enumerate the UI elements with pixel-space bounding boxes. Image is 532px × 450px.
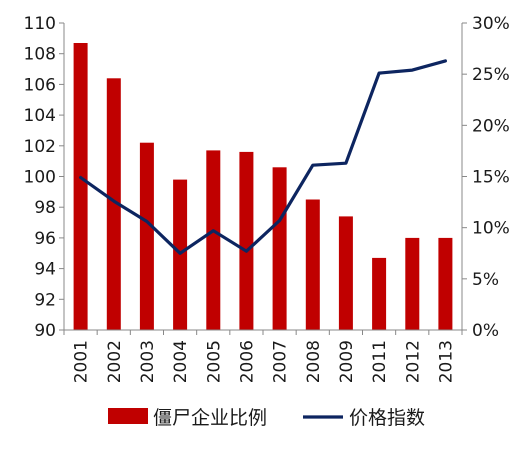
bar-2011 [372,257,387,330]
right-tick-label-0%: 0% [472,321,499,341]
left-tick-label-94: 94 [34,260,56,280]
right-axis-ticks: 0% 5% 10% 15% 20% 25% 30% [462,14,510,341]
line-series [78,59,447,255]
left-tick-label-90: 90 [34,321,56,341]
left-tick-label-106: 106 [24,75,56,95]
bar-2006 [239,151,254,330]
x-label-2012: 2012 [403,340,423,383]
bar-2007 [272,167,287,330]
x-label-2007: 2007 [271,340,291,383]
bar-series [73,43,453,330]
left-tick-label-102: 102 [24,137,56,157]
bar-2013 [438,237,453,330]
x-label-2001: 2001 [72,340,92,383]
left-tick-label-98: 98 [34,198,56,218]
right-tick-label-30%: 30% [472,14,510,34]
right-tick-label-20%: 20% [472,116,510,136]
bar-2001 [73,43,88,330]
price-index-line [78,59,447,255]
x-label-2011: 2011 [370,340,390,383]
bar-2012 [405,237,420,330]
legend: 僵尸企业比例 价格指数 [108,407,425,429]
right-tick-label-25%: 25% [472,65,510,85]
bar-2003 [139,142,154,330]
x-axis-labels: 2001 2002 2003 2004 2005 2006 2007 2008 2009 2011… [63,330,463,383]
legend-bar-swatch [108,408,148,424]
right-tick-label-15%: 15% [472,168,510,188]
left-tick-label-108: 108 [24,45,56,65]
x-label-2006: 2006 [237,340,257,383]
bar-2005 [206,150,221,330]
left-tick-label-104: 104 [24,106,56,126]
right-tick-label-10%: 10% [472,219,510,239]
left-tick-label-96: 96 [34,229,56,249]
bar-2008 [305,199,320,330]
left-tick-label-92: 92 [34,290,56,310]
left-axis-ticks: 90 92 94 96 98 100 102 104 106 108 110 [24,14,64,341]
bar-2002 [106,78,121,330]
legend-line-label: 价格指数 [349,407,425,429]
left-tick-label-100: 100 [24,168,56,188]
left-tick-label-110: 110 [24,14,56,34]
x-label-2005: 2005 [204,340,224,383]
x-label-2009: 2009 [337,340,357,383]
x-label-2004: 2004 [171,340,191,383]
legend-bar-label: 僵尸企业比例 [153,407,267,429]
x-label-2002: 2002 [105,340,125,383]
x-label-2008: 2008 [304,340,324,383]
x-label-2013: 2013 [436,340,456,383]
x-label-2003: 2003 [138,340,158,383]
axes [63,23,463,331]
bar-2009 [338,216,353,330]
right-tick-label-5%: 5% [472,270,499,290]
